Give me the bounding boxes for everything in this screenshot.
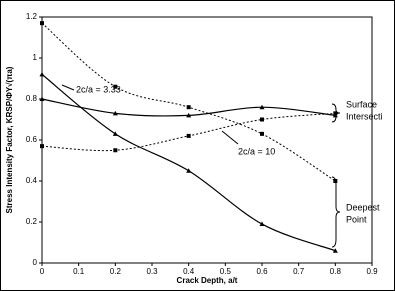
marker [333, 111, 338, 116]
y-tick-label: 1.2 [26, 12, 38, 21]
marker [186, 133, 191, 138]
x-tick-label: 0.9 [366, 267, 378, 276]
brace [331, 103, 341, 123]
x-tick-label: 0.7 [293, 267, 305, 276]
plot-area [41, 16, 373, 264]
series-line [41, 112, 336, 152]
annotation: 2c/a = 3.33 [76, 84, 121, 94]
y-tick-label: 1 [33, 53, 38, 62]
y-tick-label: 0.8 [26, 94, 38, 103]
series-line [41, 22, 336, 182]
marker [113, 84, 118, 89]
y-tick-label: 0.2 [26, 217, 38, 226]
marker [112, 131, 118, 136]
marker [39, 96, 45, 101]
x-tick-label: 0 [40, 267, 45, 276]
y-tick-label: 0.6 [26, 135, 38, 144]
marker [40, 21, 44, 26]
x-tick-label: 0.2 [110, 267, 122, 276]
x-tick-label: 0.4 [183, 267, 195, 276]
marker [112, 110, 118, 116]
x-tick-label: 0.3 [146, 267, 158, 276]
annotation: 2c/a = 10 [238, 146, 275, 156]
y-axis-label: Stress Intensity Factor, KRSP/ΦY√(πa) [5, 66, 14, 213]
marker [259, 221, 265, 227]
annotation: Intersecti [346, 111, 383, 121]
marker [186, 105, 191, 110]
marker [333, 179, 338, 183]
annotation: Point [346, 214, 367, 224]
marker [39, 71, 45, 77]
x-tick-label: 0.1 [73, 267, 85, 276]
marker [259, 104, 265, 110]
annotation: Surface [346, 99, 377, 109]
x-axis-label: Crack Depth, a/t [177, 276, 238, 285]
marker [186, 168, 192, 173]
arrow [221, 130, 239, 145]
brace [331, 176, 341, 248]
annotation: Deepest [346, 202, 380, 212]
marker [40, 144, 44, 149]
y-tick-label: 0.4 [26, 176, 38, 185]
series-line [41, 73, 336, 252]
marker [260, 131, 264, 136]
arrow [61, 84, 75, 91]
x-tick-label: 0.6 [256, 267, 268, 276]
x-tick-label: 0.8 [330, 267, 342, 276]
x-tick-label: 0.5 [220, 267, 232, 276]
marker [186, 112, 192, 118]
marker [260, 117, 264, 122]
y-tick-label: 0 [33, 258, 38, 267]
marker [332, 248, 338, 253]
marker [113, 148, 118, 153]
